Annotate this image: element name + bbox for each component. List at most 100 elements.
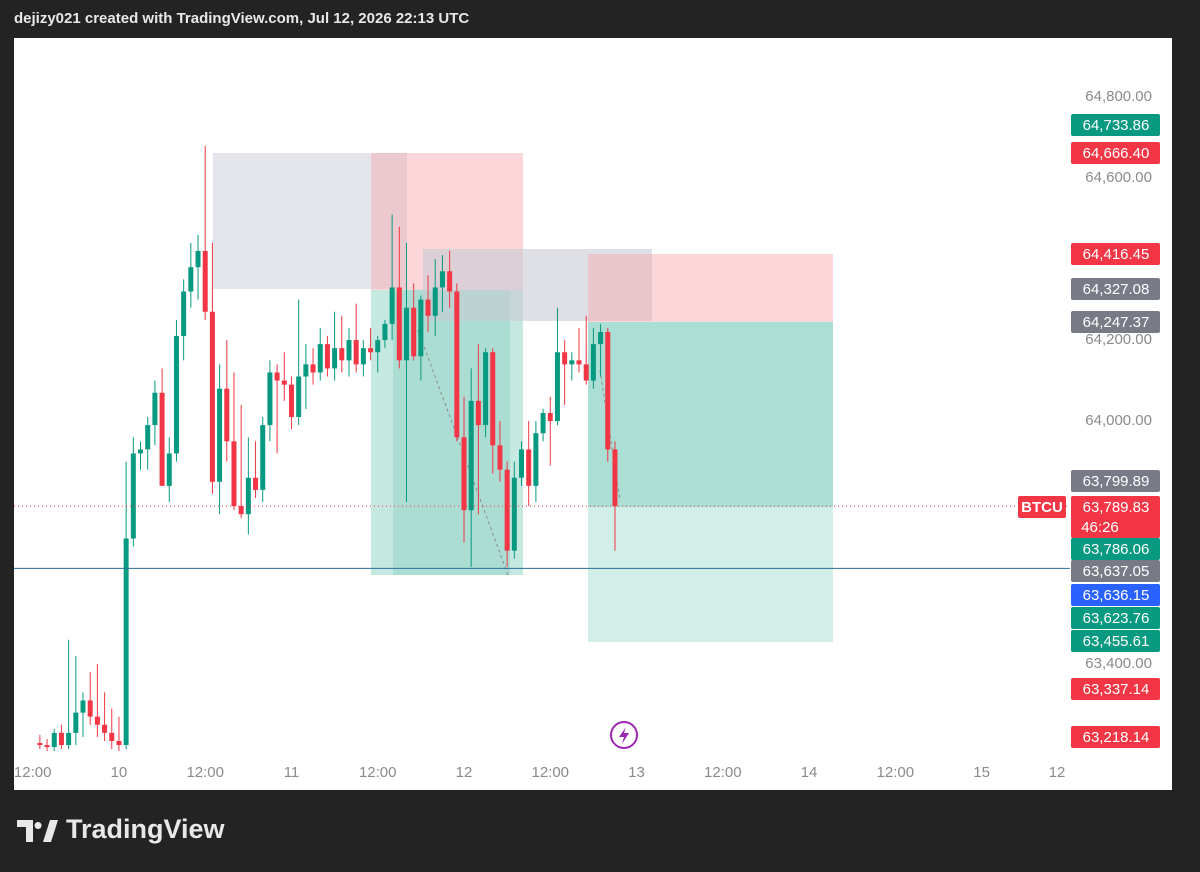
candle-body: [123, 538, 129, 746]
candle-body: [66, 732, 72, 746]
price-label-box: [1071, 114, 1160, 136]
candle-body: [332, 348, 338, 369]
x-tick-label: 12:00: [359, 764, 397, 781]
x-tick-label: 12:00: [531, 764, 569, 781]
candle-body: [526, 449, 532, 486]
alert-icon: [610, 721, 638, 749]
candle-body: [188, 267, 194, 292]
price-label-box: [1071, 538, 1160, 560]
x-tick-label: 15: [973, 764, 990, 781]
candle-body: [360, 348, 366, 365]
x-tick-label: 12:00: [877, 764, 915, 781]
candle-body: [173, 336, 179, 454]
x-tick-label: 12: [456, 764, 473, 781]
candle-body: [152, 392, 158, 426]
candle-body: [109, 732, 115, 741]
range-box: [213, 153, 407, 289]
y-tick-label: 64,000.00: [1085, 412, 1152, 429]
candle-body: [37, 742, 43, 746]
candle-body: [310, 364, 316, 373]
price-label: 63,789.83: [1083, 499, 1150, 516]
candle-body: [447, 271, 453, 292]
candles: [37, 145, 618, 752]
candle-body: [217, 388, 223, 482]
candle-body: [368, 348, 374, 353]
candle-body: [605, 331, 611, 450]
price-label-box: [1071, 726, 1160, 748]
y-tick-label: 64,600.00: [1085, 169, 1152, 186]
countdown: 46:26: [1081, 519, 1119, 536]
x-tick-label: 14: [801, 764, 818, 781]
candle-body: [274, 372, 280, 381]
header: dejizy021 created with TradingView.com, …: [14, 10, 469, 27]
candle-body: [44, 745, 50, 748]
x-tick-label: 13: [628, 764, 645, 781]
candle-body: [411, 307, 417, 357]
candle-body: [224, 388, 230, 442]
brand: TradingView: [66, 814, 226, 844]
price-label-box: [1071, 311, 1160, 333]
price-label-box: [1071, 630, 1160, 652]
candle-body: [353, 340, 359, 365]
candle-body: [231, 441, 237, 507]
candle-body: [504, 469, 510, 551]
candle-body: [58, 732, 64, 746]
candle-body: [339, 348, 345, 361]
candle-body: [439, 271, 445, 288]
price-label-box: [1071, 278, 1160, 300]
price-label: 63,786.06: [1083, 541, 1150, 558]
price-label: 64,666.40: [1083, 145, 1150, 162]
candle-body: [519, 449, 525, 478]
candle-body: [281, 380, 287, 385]
price-label: 63,218.14: [1083, 729, 1150, 746]
candle-body: [375, 340, 381, 353]
candle-body: [73, 712, 79, 733]
candle-body: [195, 250, 201, 268]
price-label: 63,799.89: [1083, 473, 1150, 490]
x-tick-label: 10: [111, 764, 128, 781]
candle-body: [576, 360, 582, 365]
candle-body: [260, 425, 266, 490]
candle-body: [80, 700, 86, 713]
price-label: 63,637.05: [1083, 563, 1150, 580]
range-box: [423, 249, 652, 321]
target-box: [588, 322, 833, 507]
price-label: 64,247.37: [1083, 314, 1150, 331]
target-box: [371, 290, 523, 575]
x-tick-label: 11: [284, 764, 300, 781]
candle-body: [324, 344, 330, 369]
candle-body: [468, 400, 474, 511]
y-tick-label: 63,400.00: [1085, 655, 1152, 672]
candle-body: [497, 445, 503, 470]
candle-body: [317, 344, 323, 373]
candle-body: [554, 352, 560, 422]
candle-body: [461, 437, 467, 511]
y-tick-label: 64,200.00: [1085, 331, 1152, 348]
candle-body: [396, 287, 402, 361]
candle-body: [87, 700, 93, 717]
price-label-box: [1071, 496, 1160, 538]
candle-body: [432, 287, 438, 316]
brand-logo: [17, 820, 58, 842]
candle-body: [346, 340, 352, 361]
candle-body: [267, 372, 273, 426]
x-tick-label: 12:00: [704, 764, 742, 781]
candle-body: [288, 384, 294, 418]
candle-body: [245, 477, 251, 515]
price-label-box: [1071, 607, 1160, 629]
price-label-box: [1071, 470, 1160, 492]
candle-body: [181, 291, 187, 337]
candle-body: [475, 400, 481, 426]
candle-body: [490, 352, 496, 446]
price-label: 64,416.45: [1083, 246, 1150, 263]
price-label: 64,733.86: [1083, 117, 1150, 134]
x-tick-label: 12:00: [186, 764, 224, 781]
candle-body: [418, 299, 424, 357]
price-label: 63,636.15: [1083, 587, 1150, 604]
candle-body: [562, 352, 568, 365]
candle-body: [51, 732, 57, 748]
candle-body: [102, 724, 108, 733]
price-label-box: [1071, 584, 1160, 606]
price-label: 63,623.76: [1083, 610, 1150, 627]
x-tick-label: 12:00: [14, 764, 52, 781]
